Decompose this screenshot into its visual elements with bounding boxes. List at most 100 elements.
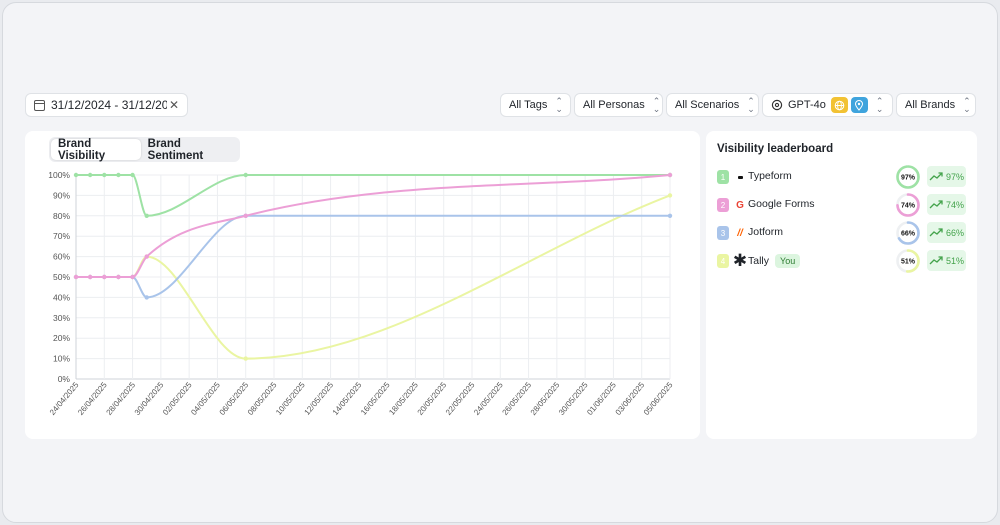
ring-percent: 97% bbox=[901, 175, 916, 182]
brand-name-text: Jotform bbox=[748, 226, 784, 238]
chevron-updown-icon: ⌃ ⌄ bbox=[555, 96, 563, 114]
trend-badge: 66% bbox=[927, 222, 966, 243]
data-point bbox=[243, 356, 248, 361]
chevron-updown-icon: ⌃ ⌄ bbox=[747, 96, 755, 114]
leaderboard-row[interactable]: 3 // Jotform 66% 66% bbox=[717, 221, 967, 245]
model-filter-label: GPT-4o bbox=[788, 99, 826, 111]
series-line bbox=[75, 174, 670, 217]
openai-icon bbox=[771, 99, 783, 111]
data-point bbox=[102, 172, 107, 178]
trend-up-icon bbox=[929, 255, 943, 264]
leaderboard-row[interactable]: 1 Typeform 97% 97% bbox=[717, 165, 967, 189]
rank-badge: 1 bbox=[717, 170, 729, 184]
date-range-text: 31/12/2024 - 31/12/2025 bbox=[51, 98, 167, 112]
y-tick-label: 50% bbox=[53, 272, 70, 282]
y-tick-label: 80% bbox=[53, 211, 70, 221]
visibility-ring: 74% bbox=[896, 193, 920, 217]
data-point bbox=[102, 274, 107, 280]
you-badge: You bbox=[775, 254, 801, 268]
data-point bbox=[130, 274, 135, 280]
y-tick-label: 90% bbox=[53, 190, 70, 200]
personas-filter[interactable]: All Personas ⌃ ⌄ bbox=[574, 93, 663, 117]
data-point bbox=[116, 172, 121, 178]
data-point bbox=[144, 213, 149, 218]
brands-filter-label: All Brands bbox=[905, 99, 956, 111]
brand-name-text: Google Forms bbox=[748, 198, 815, 210]
ring-percent: 66% bbox=[901, 231, 916, 238]
visibility-ring: 51% bbox=[896, 249, 920, 273]
brand-name: Tally You bbox=[748, 254, 801, 268]
typeform-icon bbox=[733, 169, 747, 185]
brand-name-text: Tally bbox=[748, 255, 770, 267]
ring-percent: 74% bbox=[901, 203, 916, 210]
y-tick-label: 10% bbox=[53, 354, 70, 364]
data-point bbox=[144, 295, 149, 300]
location-icon[interactable] bbox=[850, 97, 868, 113]
y-tick-label: 30% bbox=[53, 313, 70, 323]
scenarios-filter-label: All Scenarios bbox=[675, 99, 740, 111]
trend-up-icon bbox=[929, 227, 943, 236]
rank-badge: 4 bbox=[717, 254, 729, 268]
data-point bbox=[667, 213, 673, 218]
visibility-line-chart: 0%10%20%30%40%50%60%70%80%90%100%24/04/2… bbox=[48, 170, 675, 417]
y-tick-label: 40% bbox=[53, 292, 70, 302]
trend-value: 66% bbox=[945, 227, 964, 238]
calendar-icon bbox=[34, 99, 45, 111]
tags-filter[interactable]: All Tags ⌃ ⌄ bbox=[500, 93, 571, 117]
brand-name-text: Typeform bbox=[748, 170, 792, 182]
brand-name: Google Forms bbox=[748, 198, 815, 210]
ring-percent: 51% bbox=[901, 259, 916, 266]
tab-brand-visibility[interactable]: Brand Visibility bbox=[51, 138, 141, 162]
data-point bbox=[87, 172, 93, 178]
brands-filter[interactable]: All Brands ⌃ ⌄ bbox=[896, 93, 976, 117]
data-point bbox=[116, 274, 121, 280]
jotform-icon: // bbox=[737, 227, 743, 239]
trend-up-icon bbox=[929, 199, 943, 208]
tab-brand-sentiment[interactable]: Brand Sentiment bbox=[147, 137, 204, 162]
data-point bbox=[243, 172, 248, 178]
series-line bbox=[76, 174, 671, 278]
rank-badge: 3 bbox=[717, 226, 729, 240]
y-tick-label: 70% bbox=[53, 231, 70, 241]
rank-badge: 2 bbox=[717, 198, 729, 212]
leaderboard-title: Visibility leaderboard bbox=[717, 143, 834, 155]
data-point bbox=[667, 193, 673, 198]
visibility-chart-card: Brand Visibility Brand Sentiment 0% 10% 20… bbox=[25, 131, 700, 439]
trend-up-icon bbox=[929, 171, 943, 180]
chevron-updown-icon: ⌃ ⌄ bbox=[963, 96, 971, 114]
clear-icon[interactable]: ✕ bbox=[168, 98, 179, 112]
tally-icon: ✱ bbox=[732, 251, 748, 270]
data-point bbox=[130, 172, 135, 178]
chart-tabs: Brand Visibility Brand Sentiment bbox=[49, 137, 240, 162]
tags-filter-label: All Tags bbox=[509, 99, 548, 111]
x-tick-label: 05/06/2025 bbox=[642, 380, 675, 417]
leaderboard-row[interactable]: 4 ✱ Tally You 51% 51% bbox=[717, 249, 967, 273]
chevron-updown-icon: ⌃ ⌄ bbox=[652, 96, 661, 114]
trend-value: 51% bbox=[945, 255, 964, 266]
trend-badge: 97% bbox=[927, 166, 966, 187]
data-point bbox=[243, 213, 248, 218]
leaderboard-card: Visibility leaderboard 1 Typeform 97% 97% 2 G… bbox=[706, 131, 977, 439]
trend-badge: 51% bbox=[927, 250, 966, 271]
chevron-updown-icon: ⌃ ⌄ bbox=[875, 96, 884, 114]
y-tick-label: 0% bbox=[58, 374, 71, 384]
brand-name: Typeform bbox=[748, 170, 792, 182]
y-tick-label: 20% bbox=[53, 333, 70, 343]
data-point bbox=[667, 172, 673, 178]
data-point bbox=[144, 254, 149, 259]
brand-name: Jotform bbox=[748, 226, 783, 238]
globe-icon[interactable] bbox=[830, 97, 848, 113]
date-range-picker[interactable]: 31/12/2024 - 31/12/2025 ✕ bbox=[25, 93, 188, 117]
y-tick-label: 100% bbox=[48, 170, 70, 180]
visibility-ring: 66% bbox=[896, 221, 920, 245]
scenarios-filter[interactable]: All Scenarios ⌃ ⌄ bbox=[666, 93, 759, 117]
data-point bbox=[73, 172, 79, 178]
model-filter[interactable]: GPT-4o ⌃ ⌄ bbox=[762, 93, 893, 117]
leaderboard-row[interactable]: 2 G Google Forms 74% 74% bbox=[717, 193, 967, 217]
visibility-ring: 97% bbox=[896, 165, 920, 189]
trend-badge: 74% bbox=[927, 194, 966, 215]
data-point bbox=[73, 274, 79, 280]
trend-value: 97% bbox=[945, 171, 964, 182]
personas-filter-label: All Personas bbox=[583, 99, 645, 111]
